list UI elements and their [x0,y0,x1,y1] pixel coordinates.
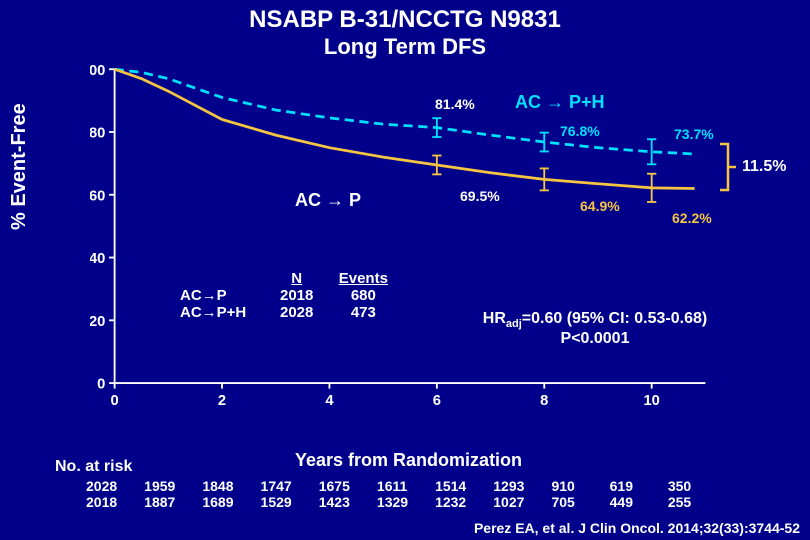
risk-value: 1959 [144,478,175,494]
risk-value: 1232 [435,494,466,510]
svg-text:10: 10 [643,393,659,409]
risk-value: 1675 [319,478,350,494]
events-col-ev: Events [328,270,398,287]
citation: Perez EA, et al. J Clin Oncol. 2014;32(3… [474,520,800,536]
risk-value: 619 [610,478,633,494]
events-table: N Events AC→P 2018 680 AC→P+H 2028 473 [180,270,398,321]
p6-label: 69.5% [460,188,500,204]
svg-text:0: 0 [97,377,105,393]
events-row0-ev: 680 [328,287,398,304]
y-axis-label: % Event-Free [8,103,31,230]
svg-text:4: 4 [325,393,334,409]
risk-value: 449 [610,494,633,510]
legend-p: AC → P [295,190,361,211]
risk-value: 350 [668,478,691,494]
events-row0-n: 2018 [269,287,324,304]
x-axis-label: Years from Randomization [295,450,522,471]
ph10-label: 73.7% [674,126,714,142]
risk-value: 1611 [377,478,407,494]
title-line2: Long Term DFS [0,34,810,60]
risk-value: 1293 [493,478,524,494]
risk-value: 1848 [202,478,233,494]
chart-svg: 0 20 40 60 80 100 0 2 4 6 8 10 [90,60,730,420]
risk-value: 1529 [261,494,292,510]
svg-text:100: 100 [90,63,105,79]
risk-value: 1689 [202,494,233,510]
svg-text:6: 6 [433,393,441,409]
events-row1-ev: 473 [328,304,398,321]
svg-text:40: 40 [90,251,105,267]
risk-value: 1329 [377,494,408,510]
svg-text:80: 80 [90,126,105,142]
risk-value: 705 [551,494,574,510]
events-row0-arm: AC→P [180,287,265,304]
events-row1-n: 2028 [269,304,324,321]
events-col-n: N [269,270,324,287]
num-at-risk-label: No. at risk [55,458,132,476]
risk-value: 910 [551,478,574,494]
risk-value: 1747 [261,478,292,494]
legend-ph: AC → P+H [515,92,605,113]
risk-value: 1423 [319,494,350,510]
hr-stats: HRadj=0.60 (95% CI: 0.53-0.68) P<0.0001 [445,310,745,348]
risk-value: 2028 [86,478,117,494]
diff-label: 11.5% [742,158,786,176]
p8-label: 64.9% [580,198,620,214]
events-row1-arm: AC→P+H [180,304,265,321]
risk-value: 2018 [86,494,117,510]
svg-text:8: 8 [540,393,548,409]
svg-text:2: 2 [218,393,226,409]
risk-value: 1887 [144,494,175,510]
p10-label: 62.2% [672,210,712,226]
ph6-label: 81.4% [435,96,475,112]
ph8-label: 76.8% [560,123,600,139]
title-line1: NSABP B-31/NCCTG N9831 [0,0,810,34]
svg-text:20: 20 [90,314,105,330]
hr-line1: HRadj=0.60 (95% CI: 0.53-0.68) [445,310,745,330]
risk-value: 255 [668,494,691,510]
hr-line2: P<0.0001 [445,330,745,348]
risk-value: 1514 [435,478,466,494]
diff-bracket [718,142,740,194]
risk-value: 1027 [493,494,524,510]
survival-chart: 0 20 40 60 80 100 0 2 4 6 8 10 AC → P+H AC → P 81.4… [60,60,750,440]
svg-text:0: 0 [111,393,119,409]
svg-text:60: 60 [90,188,105,204]
